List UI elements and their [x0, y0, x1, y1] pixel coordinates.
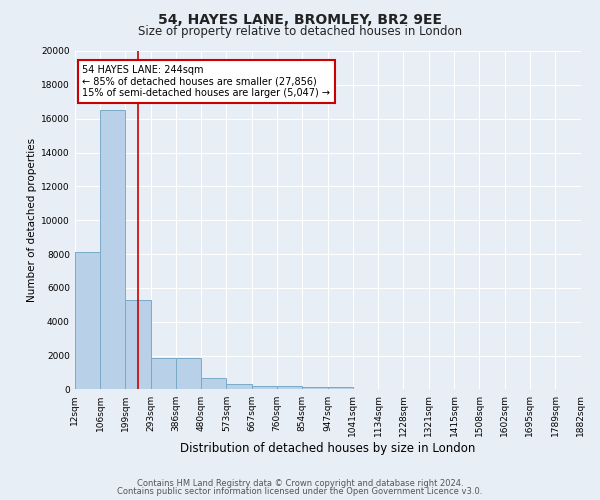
Bar [151, 358, 176, 390]
Text: Size of property relative to detached houses in London: Size of property relative to detached ho… [138, 25, 462, 38]
Bar [226, 384, 252, 390]
Bar [252, 386, 277, 390]
Bar [100, 110, 125, 390]
Bar [201, 378, 226, 390]
Bar [125, 300, 151, 390]
Text: Contains public sector information licensed under the Open Government Licence v3: Contains public sector information licen… [118, 487, 482, 496]
X-axis label: Distribution of detached houses by size in London: Distribution of detached houses by size … [180, 442, 475, 455]
Bar [302, 387, 328, 390]
Text: 54, HAYES LANE, BROMLEY, BR2 9EE: 54, HAYES LANE, BROMLEY, BR2 9EE [158, 12, 442, 26]
Bar [75, 252, 100, 390]
Bar [277, 386, 302, 390]
Y-axis label: Number of detached properties: Number of detached properties [27, 138, 37, 302]
Bar [176, 358, 201, 390]
Text: 54 HAYES LANE: 244sqm
← 85% of detached houses are smaller (27,856)
15% of semi-: 54 HAYES LANE: 244sqm ← 85% of detached … [82, 64, 331, 98]
Text: Contains HM Land Registry data © Crown copyright and database right 2024.: Contains HM Land Registry data © Crown c… [137, 478, 463, 488]
Bar [328, 387, 353, 390]
